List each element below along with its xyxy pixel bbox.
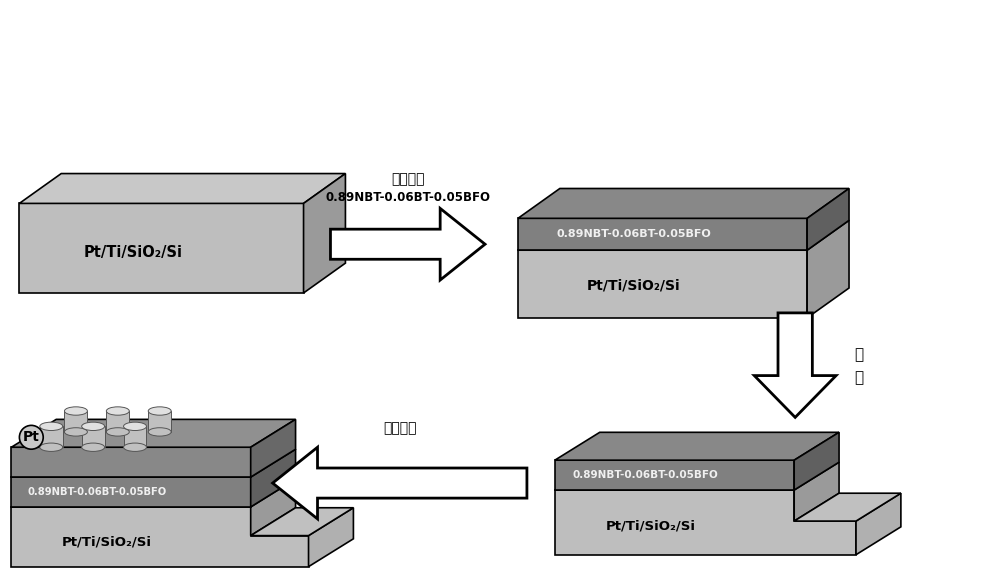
- Polygon shape: [518, 188, 849, 218]
- Text: 0.89NBT-0.06BT-0.05BFO: 0.89NBT-0.06BT-0.05BFO: [325, 191, 490, 205]
- Polygon shape: [11, 507, 309, 566]
- Ellipse shape: [124, 422, 146, 431]
- Text: 刻: 刻: [854, 347, 863, 362]
- Ellipse shape: [40, 422, 63, 431]
- Polygon shape: [518, 218, 807, 250]
- Polygon shape: [148, 411, 171, 432]
- Polygon shape: [807, 220, 849, 318]
- Ellipse shape: [82, 443, 105, 451]
- Polygon shape: [555, 460, 794, 490]
- Polygon shape: [40, 427, 63, 447]
- Text: Pt/Ti/SiO₂/Si: Pt/Ti/SiO₂/Si: [606, 519, 696, 532]
- Polygon shape: [555, 490, 856, 555]
- Polygon shape: [124, 427, 146, 447]
- Polygon shape: [11, 479, 296, 507]
- Polygon shape: [794, 493, 901, 521]
- Ellipse shape: [106, 428, 129, 436]
- Ellipse shape: [106, 407, 129, 415]
- Polygon shape: [754, 313, 836, 417]
- Text: Pt: Pt: [23, 430, 40, 444]
- Text: Pt/Ti/SiO₂/Si: Pt/Ti/SiO₂/Si: [62, 535, 152, 548]
- Polygon shape: [11, 447, 251, 477]
- Ellipse shape: [82, 422, 105, 431]
- Polygon shape: [304, 173, 345, 293]
- Text: 0.89NBT-0.06BT-0.05BFO: 0.89NBT-0.06BT-0.05BFO: [573, 470, 719, 480]
- Polygon shape: [19, 203, 304, 293]
- Text: Pt/Ti/SiO₂/Si: Pt/Ti/SiO₂/Si: [587, 279, 680, 292]
- Polygon shape: [309, 507, 353, 566]
- Polygon shape: [330, 209, 485, 280]
- Ellipse shape: [148, 428, 171, 436]
- Polygon shape: [11, 477, 251, 507]
- Polygon shape: [82, 427, 105, 447]
- Polygon shape: [794, 462, 839, 521]
- Polygon shape: [251, 420, 296, 477]
- Text: 沉积电极: 沉积电极: [383, 421, 417, 435]
- Polygon shape: [251, 449, 296, 507]
- Text: 蚀: 蚀: [854, 370, 863, 385]
- Text: Pt/Ti/SiO₂/Si: Pt/Ti/SiO₂/Si: [84, 245, 183, 260]
- Polygon shape: [555, 432, 839, 460]
- Polygon shape: [518, 250, 807, 318]
- Polygon shape: [106, 411, 129, 432]
- Polygon shape: [19, 173, 345, 203]
- Polygon shape: [11, 449, 296, 477]
- Polygon shape: [64, 411, 87, 432]
- Polygon shape: [807, 188, 849, 250]
- Polygon shape: [273, 447, 527, 519]
- Polygon shape: [518, 220, 849, 250]
- Polygon shape: [11, 420, 296, 447]
- Polygon shape: [251, 507, 353, 536]
- Ellipse shape: [64, 428, 87, 436]
- Ellipse shape: [148, 407, 171, 415]
- Ellipse shape: [40, 443, 63, 451]
- Polygon shape: [856, 493, 901, 555]
- Ellipse shape: [124, 443, 146, 451]
- Polygon shape: [794, 432, 839, 490]
- Text: 0.89NBT-0.06BT-0.05BFO: 0.89NBT-0.06BT-0.05BFO: [556, 229, 711, 239]
- Text: 沉积薄膜: 沉积薄膜: [391, 172, 425, 187]
- Text: 0.89NBT-0.06BT-0.05BFO: 0.89NBT-0.06BT-0.05BFO: [28, 487, 167, 497]
- Ellipse shape: [64, 407, 87, 415]
- Polygon shape: [555, 462, 839, 490]
- Polygon shape: [251, 479, 296, 536]
